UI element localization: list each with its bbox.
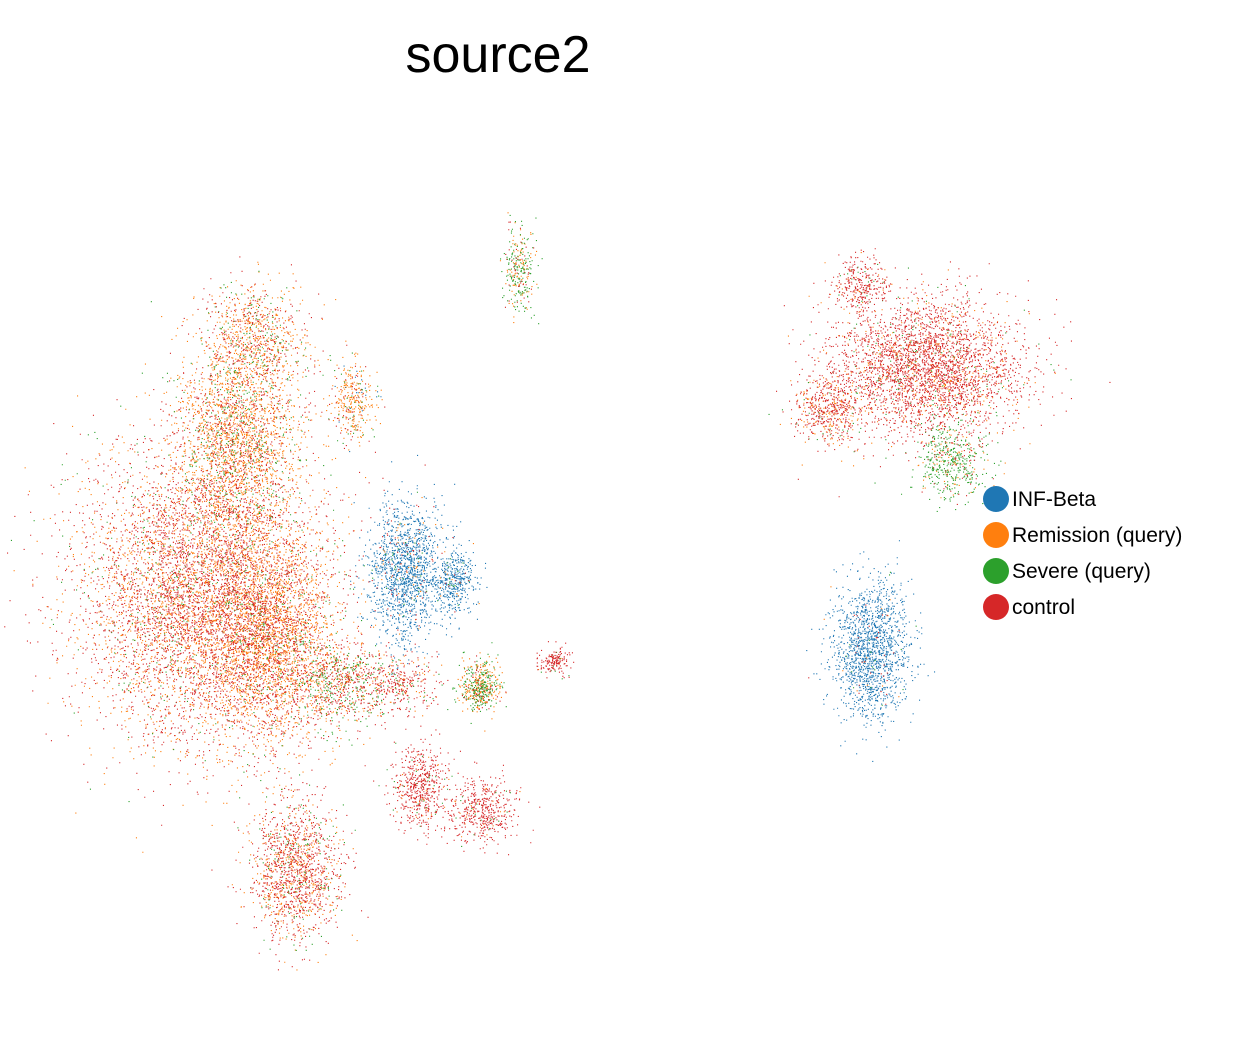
points-control — [4, 221, 1111, 971]
legend: INF-Beta Remission (query) Severe (query) c… — [983, 486, 1182, 620]
legend-marker-inf-beta — [983, 486, 1009, 512]
chart-title: source2 — [406, 26, 591, 84]
legend-label-control: control — [1012, 596, 1075, 619]
legend-marker-severe-query — [983, 558, 1009, 584]
legend-marker-remission-query — [983, 522, 1009, 548]
legend-item-severe-query: Severe (query) — [983, 558, 1151, 584]
scatter-points — [4, 212, 1111, 971]
legend-item-inf-beta: INF-Beta — [983, 486, 1096, 512]
legend-label-inf-beta: INF-Beta — [1012, 488, 1096, 511]
legend-item-control: control — [983, 594, 1075, 620]
legend-label-remission-query: Remission (query) — [1012, 524, 1182, 547]
legend-label-severe-query: Severe (query) — [1012, 560, 1151, 583]
legend-item-remission-query: Remission (query) — [983, 522, 1182, 548]
legend-marker-control — [983, 594, 1009, 620]
